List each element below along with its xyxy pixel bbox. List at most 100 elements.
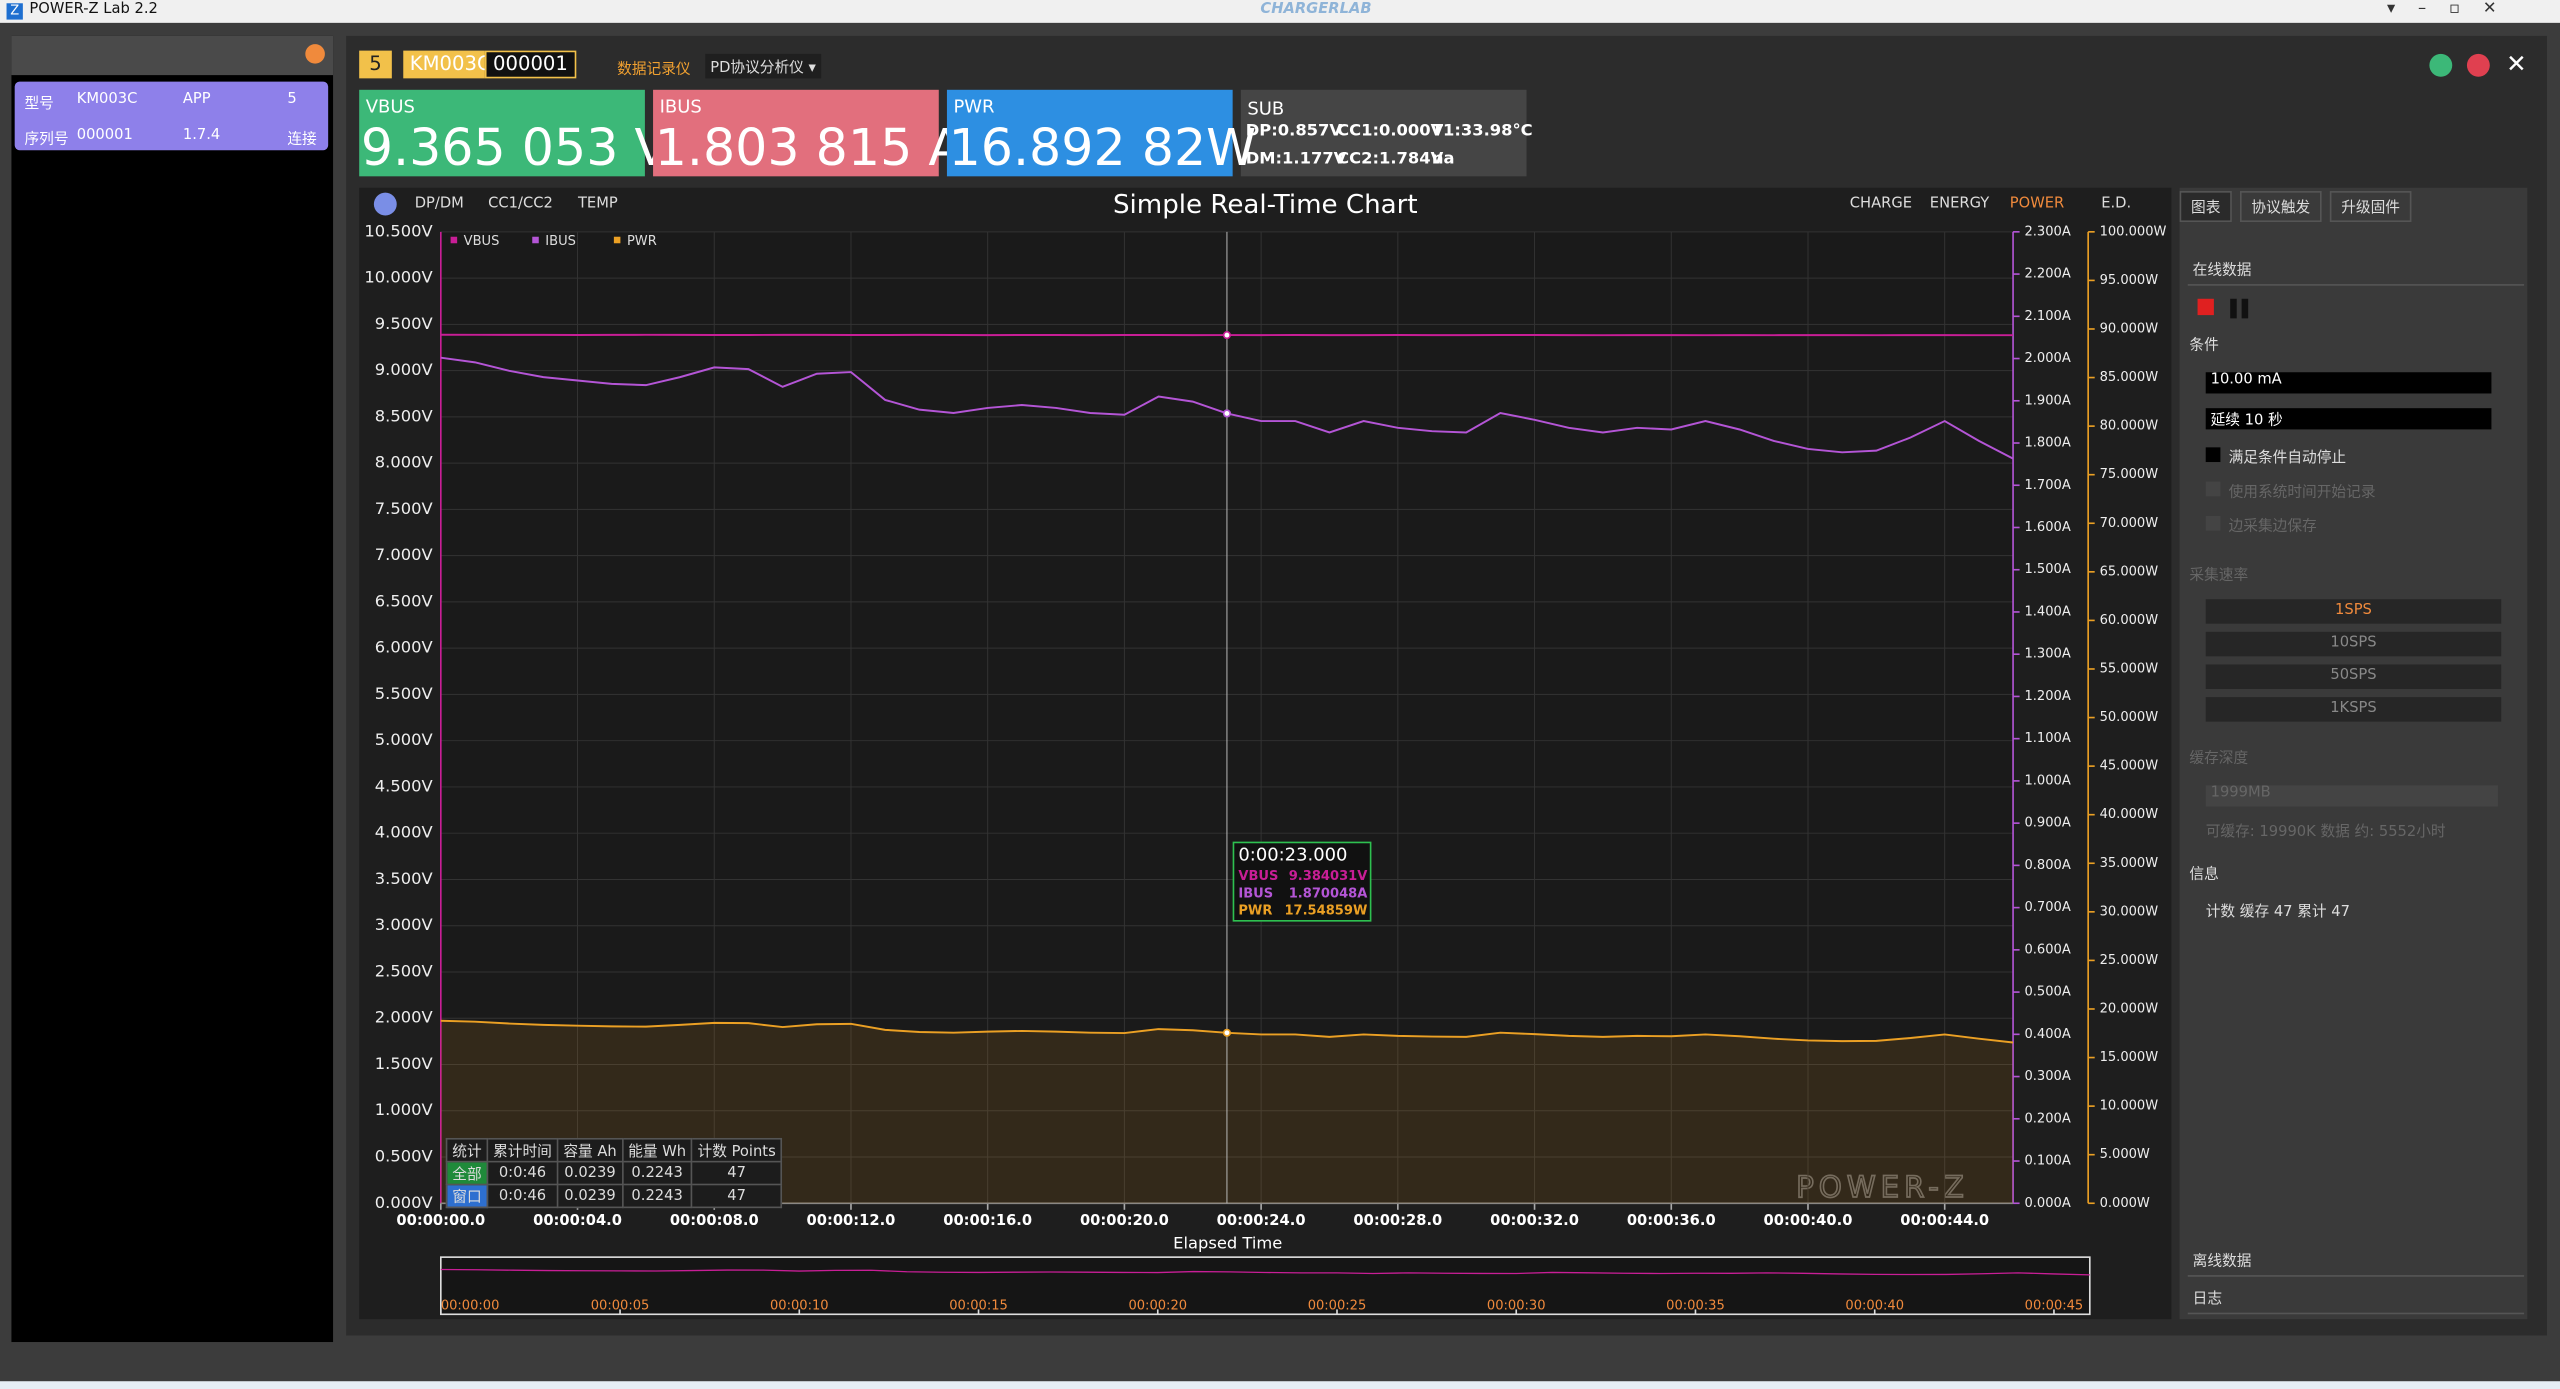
close-button[interactable]: ✕ (2506, 48, 2527, 79)
stop-button[interactable] (2197, 298, 2214, 316)
y2-tick-label: 1.400A (2024, 604, 2070, 619)
y3-tick-label: 75.000W (2100, 467, 2159, 482)
reading-value: 16.892 82W (948, 119, 1257, 178)
overview-line (440, 1268, 2090, 1276)
reading-value: 9.365 053 V (360, 119, 670, 178)
reading-name: IBUS (659, 96, 702, 118)
menu-icon[interactable] (305, 44, 325, 64)
stats-cell: 统计 (445, 1137, 489, 1163)
x-tick-label: 00:00:20.0 (1080, 1212, 1169, 1229)
threshold-input[interactable]: 10.00 mA (2205, 372, 2492, 394)
settings-icon[interactable] (2466, 53, 2490, 77)
y2-tick-label: 2.100A (2024, 309, 2070, 324)
y2-tick-label: 0.700A (2024, 900, 2070, 915)
y-tick-label: 9.000V (375, 360, 434, 379)
y-tick-label: 3.500V (375, 869, 434, 888)
device-card[interactable] (14, 81, 329, 151)
legend-swatch (613, 236, 621, 244)
checkbox[interactable] (2205, 447, 2221, 463)
device-field: 1.7.4 (182, 127, 221, 144)
reading-value: 1.803 815 A (654, 119, 964, 178)
y2-tick-label: 1.800A (2024, 436, 2070, 451)
y-tick-label: 6.000V (375, 638, 434, 657)
mode-tab[interactable]: 数据记录仪 (617, 62, 691, 79)
y2-tick-label: 2.200A (2024, 267, 2070, 282)
cache-input[interactable]: 1999MB (2205, 785, 2498, 807)
stats-cell: 0.2243 (621, 1183, 693, 1209)
y2-tick-label: 0.000A (2024, 1196, 2070, 1211)
y2-tick-label: 0.100A (2024, 1154, 2070, 1169)
record-icon[interactable] (2429, 53, 2453, 77)
chart-tab[interactable]: ENERGY (1929, 195, 1990, 213)
checkbox[interactable] (2205, 481, 2221, 497)
cache-note: 可缓存: 19990K 数据 约: 5552小时 (2205, 824, 2446, 841)
y3-tick-label: 25.000W (2100, 953, 2159, 968)
y-tick-label: 6.500V (375, 591, 434, 610)
stats-cell: 0.0239 (556, 1160, 624, 1186)
sub-value: CC2:1.784V (1337, 150, 1444, 169)
y3-tick-label: 70.000W (2100, 516, 2159, 531)
y2-tick-label: 0.500A (2024, 985, 2070, 1000)
stats-cell: 0:0:46 (486, 1183, 559, 1209)
side-tab[interactable]: 协议触发 (2240, 191, 2322, 223)
chart-tab[interactable]: TEMP (577, 195, 618, 213)
section-label: 缓存深度 (2189, 751, 2249, 768)
chart-title: Simple Real-Time Chart (1113, 190, 1418, 220)
chart-tab[interactable]: CHARGE (1849, 195, 1913, 213)
pause-button[interactable] (2230, 298, 2249, 319)
sub-value: DM:1.177V (1245, 150, 1347, 169)
stats-table: 统计 累计时间 容量 Ah 能量 Wh 计数 Points 全部 0:0:46 0.0239 0… (445, 1137, 783, 1209)
chart-icon[interactable] (373, 192, 397, 216)
device-field: 连接 (287, 132, 317, 149)
y-tick-label: 7.000V (375, 545, 434, 564)
app-icon: Z (6, 3, 23, 20)
section-title[interactable]: 离线数据 (2187, 1244, 2525, 1277)
y-tick-label: 1.500V (375, 1054, 434, 1073)
chart-tab[interactable]: DP/DM (414, 195, 464, 213)
y2-tick-label: 0.900A (2024, 816, 2070, 831)
x-tick-label: 00:00:12.0 (807, 1212, 896, 1229)
y2-tick-label: 1.700A (2024, 478, 2070, 493)
tooltip-value: 17.54859W (1284, 904, 1367, 919)
port-badge: 5 (359, 50, 392, 79)
x-tick-label: 00:00:44.0 (1900, 1212, 1989, 1229)
chart-tab[interactable]: POWER (2009, 195, 2065, 213)
device-field: APP (182, 91, 211, 108)
y-tick-label: 8.000V (375, 453, 434, 472)
y3-tick-label: 90.000W (2100, 321, 2159, 336)
section-label: 条件 (2189, 337, 2219, 355)
cursor-point (1222, 1028, 1232, 1037)
x-tick-label: 00:00:00.0 (396, 1212, 485, 1229)
duration-input[interactable]: 延续 10 秒 (2205, 408, 2492, 430)
stats-table-wrap: 统计 累计时间 容量 Ah 能量 Wh 计数 Points 全部 0:0:46 0.0239 0… (445, 1137, 783, 1209)
sub-card: SUB DP:0.857V CC1:0.000V T1:33.98°C DM:1.17… (1240, 89, 1533, 177)
x-axis-title: Elapsed Time (1173, 1234, 1282, 1253)
y-tick-label: 8.500V (375, 406, 434, 425)
y-tick-label: 5.000V (375, 730, 434, 749)
y-tick-label: 5.500V (375, 684, 434, 703)
title-bar (0, 0, 2560, 23)
rate-button[interactable]: 1SPS (2205, 599, 2502, 624)
tooltip-name: IBUS (1238, 886, 1273, 901)
rate-button[interactable]: 10SPS (2205, 631, 2502, 657)
side-tab[interactable]: 升级固件 (2329, 191, 2412, 223)
legend-label: PWR (627, 234, 657, 249)
tooltip-value: 1.870048A (1289, 886, 1369, 901)
reading-name: PWR (953, 96, 995, 118)
chart-tab[interactable]: CC1/CC2 (488, 195, 553, 213)
side-tab[interactable]: 图表 (2179, 191, 2232, 223)
rate-button[interactable]: 1KSPS (2205, 697, 2502, 722)
device-field: 序列号 (24, 132, 69, 149)
rate-button[interactable]: 50SPS (2205, 664, 2502, 689)
mode-dropdown[interactable]: PD协议分析仪 ▾ (705, 53, 821, 79)
checkbox[interactable] (2205, 515, 2221, 531)
cursor-point (1222, 331, 1232, 340)
window-controls[interactable]: ▾–▫✕ (2386, 0, 2520, 18)
chart-tab[interactable]: E.D. (2101, 195, 2132, 213)
y2-tick-label: 1.600A (2024, 520, 2070, 535)
section-title[interactable]: 日志 (2187, 1282, 2525, 1315)
x-tick-label: 00:00:32.0 (1490, 1212, 1579, 1229)
y2-tick-label: 1.200A (2024, 689, 2070, 704)
tooltip-time: 0:00:23.000 (1238, 845, 1347, 866)
